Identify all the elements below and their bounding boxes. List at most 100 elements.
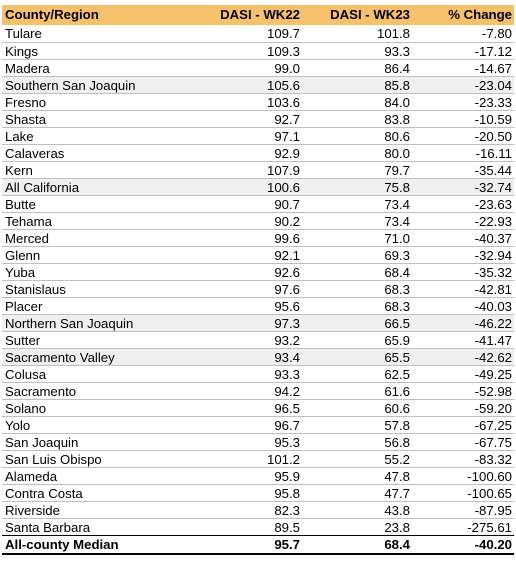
cell-wk23: 61.6 — [384, 384, 410, 399]
table-row: Sacramento 94.2 61.6 -52.98 — [2, 382, 514, 399]
cell-county: Tehama — [5, 214, 52, 229]
cell-wk22: 99.0 — [274, 61, 300, 76]
cell-change: -67.25 — [474, 418, 512, 433]
cell-change: -52.98 — [474, 384, 512, 399]
table-row: Southern San Joaquin 105.6 85.8 -23.04 — [2, 76, 514, 93]
cell-wk22: 92.1 — [274, 248, 300, 263]
cell-county: Southern San Joaquin — [5, 78, 136, 93]
cell-change: -100.60 — [467, 469, 512, 484]
cell-wk22: 95.3 — [274, 435, 300, 450]
cell-change: -23.63 — [474, 197, 512, 212]
cell-county: Kern — [5, 163, 33, 178]
cell-wk22: 96.7 — [274, 418, 300, 433]
cell-change: -32.74 — [474, 180, 512, 195]
cell-county: San Joaquin — [5, 435, 79, 450]
header-percent-change: % Change — [448, 7, 512, 22]
cell-wk22: 99.6 — [274, 231, 300, 246]
table-row: Alameda 95.9 47.8 -100.60 — [2, 467, 514, 484]
table-row: Yuba 92.6 68.4 -35.32 — [2, 263, 514, 280]
cell-change: -275.61 — [467, 520, 512, 535]
table-footer-median-row: All-county Median 95.7 68.4 -40.20 — [2, 535, 514, 555]
table-row: Glenn 92.1 69.3 -32.94 — [2, 246, 514, 263]
cell-change: -100.65 — [467, 486, 512, 501]
cell-county: Sacramento Valley — [5, 350, 115, 365]
cell-wk22: 97.1 — [274, 129, 300, 144]
cell-wk22: 92.9 — [274, 146, 300, 161]
cell-change: -42.62 — [474, 350, 512, 365]
cell-wk23: 71.0 — [384, 231, 410, 246]
cell-change: -40.37 — [474, 231, 512, 246]
cell-wk22: 90.2 — [274, 214, 300, 229]
cell-wk23: 73.4 — [384, 197, 410, 212]
cell-wk23: 23.8 — [384, 520, 410, 535]
cell-county: Santa Barbara — [5, 520, 91, 535]
table-row: Yolo 96.7 57.8 -67.25 — [2, 416, 514, 433]
header-dasi-wk22: DASI - WK22 — [220, 7, 300, 22]
cell-wk22: 82.3 — [274, 503, 300, 518]
cell-wk22: 89.5 — [274, 520, 300, 535]
cell-wk22: 97.6 — [274, 282, 300, 297]
cell-wk23: 80.0 — [384, 146, 410, 161]
cell-wk22: 92.6 — [274, 265, 300, 280]
cell-wk23: 73.4 — [384, 214, 410, 229]
cell-change: -83.32 — [474, 452, 512, 467]
cell-wk22: 103.6 — [266, 95, 300, 110]
cell-wk23: 69.3 — [384, 248, 410, 263]
cell-wk23: 84.0 — [384, 95, 410, 110]
table-row: Kings 109.3 93.3 -17.12 — [2, 42, 514, 59]
table-row: All California 100.6 75.8 -32.74 — [2, 178, 514, 195]
cell-county: Sacramento — [5, 384, 77, 399]
cell-change: -59.20 — [474, 401, 512, 416]
cell-wk23: 57.8 — [384, 418, 410, 433]
footer-change: -40.20 — [474, 537, 512, 552]
cell-wk22: 93.2 — [274, 333, 300, 348]
cell-wk23: 79.7 — [384, 163, 410, 178]
cell-county: Butte — [5, 197, 36, 212]
cell-county: Sutter — [5, 333, 41, 348]
cell-change: -46.22 — [474, 316, 512, 331]
header-dasi-wk23: DASI - WK23 — [330, 7, 410, 22]
cell-change: -35.44 — [474, 163, 512, 178]
cell-change: -23.33 — [474, 95, 512, 110]
data-table: County/Region DASI - WK22 DASI - WK23 % … — [2, 5, 514, 555]
cell-change: -7.80 — [481, 26, 512, 41]
cell-change: -41.47 — [474, 333, 512, 348]
table-row: Madera 99.0 86.4 -14.67 — [2, 59, 514, 76]
table-row: Northern San Joaquin 97.3 66.5 -46.22 — [2, 314, 514, 331]
cell-wk22: 107.9 — [266, 163, 300, 178]
table-header: County/Region DASI - WK22 DASI - WK23 % … — [2, 5, 514, 25]
table-row: Sutter 93.2 65.9 -41.47 — [2, 331, 514, 348]
table-row: Solano 96.5 60.6 -59.20 — [2, 399, 514, 416]
cell-county: Stanislaus — [5, 282, 66, 297]
cell-wk22: 90.7 — [274, 197, 300, 212]
table-row: Santa Barbara 89.5 23.8 -275.61 — [2, 518, 514, 535]
cell-change: -87.95 — [474, 503, 512, 518]
cell-wk23: 101.8 — [376, 26, 410, 41]
cell-wk23: 68.3 — [384, 299, 410, 314]
table-row: Shasta 92.7 83.8 -10.59 — [2, 110, 514, 127]
table-row: Tehama 90.2 73.4 -22.93 — [2, 212, 514, 229]
cell-wk22: 94.2 — [274, 384, 300, 399]
cell-change: -23.04 — [474, 78, 512, 93]
table-row: Stanislaus 97.6 68.3 -42.81 — [2, 280, 514, 297]
cell-wk23: 68.4 — [384, 265, 410, 280]
cell-change: -67.75 — [474, 435, 512, 450]
cell-county: Northern San Joaquin — [5, 316, 134, 331]
cell-wk22: 92.7 — [274, 112, 300, 127]
table-row: Riverside 82.3 43.8 -87.95 — [2, 501, 514, 518]
cell-wk23: 66.5 — [384, 316, 410, 331]
cell-county: Calaveras — [5, 146, 65, 161]
cell-county: Riverside — [5, 503, 60, 518]
cell-wk22: 101.2 — [266, 452, 300, 467]
table-row: Kern 107.9 79.7 -35.44 — [2, 161, 514, 178]
cell-wk22: 95.8 — [274, 486, 300, 501]
cell-wk22: 97.3 — [274, 316, 300, 331]
cell-county: Lake — [5, 129, 34, 144]
cell-wk22: 105.6 — [266, 78, 300, 93]
table-row: Sacramento Valley 93.4 65.5 -42.62 — [2, 348, 514, 365]
cell-county: Fresno — [5, 95, 47, 110]
table-row: Butte 90.7 73.4 -23.63 — [2, 195, 514, 212]
table-row: Tulare 109.7 101.8 -7.80 — [2, 25, 514, 42]
cell-change: -17.12 — [474, 44, 512, 59]
cell-county: Contra Costa — [5, 486, 83, 501]
